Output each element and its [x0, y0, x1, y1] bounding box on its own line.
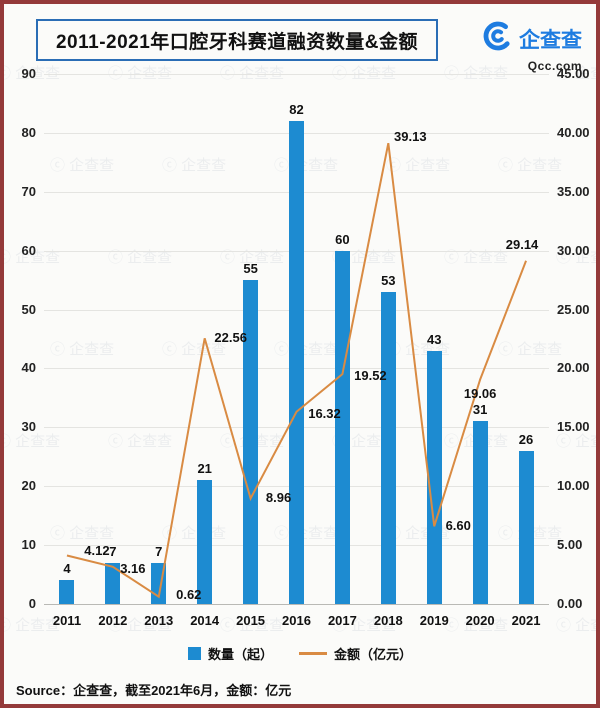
line-value-label: 6.60 [445, 518, 471, 534]
bar-value-label: 53 [381, 272, 396, 288]
bar-value-label: 43 [426, 331, 442, 347]
x-axis-label: 2016 [282, 613, 311, 628]
y-axis-left-label: 40 [21, 360, 36, 376]
gridline [44, 74, 549, 75]
x-axis-label: 2015 [236, 613, 266, 628]
qcc-logo: 企查查 Qcc.com [482, 20, 582, 73]
legend-item-amount: 金额（亿元） [299, 644, 412, 663]
bar-value-label: 60 [335, 231, 350, 247]
legend-bar-swatch [187, 647, 201, 660]
legend-line-swatch [299, 652, 327, 655]
line-value-label: 0.62 [176, 586, 202, 602]
y-axis-left-label: 20 [21, 478, 36, 494]
y-axis-right-label: 0.00 [557, 596, 583, 611]
y-axis-right-label: 35.00 [557, 183, 590, 199]
bar-2020 [472, 421, 488, 604]
bar-2021 [518, 450, 534, 604]
line-value-label: 8.96 [265, 490, 292, 506]
bar-value-label: 26 [518, 431, 534, 447]
y-axis-right-label: 25.00 [557, 301, 590, 317]
line-value-label: 4.12 [84, 543, 110, 559]
x-axis-label: 2013 [144, 613, 174, 628]
y-axis-left-label: 60 [21, 242, 36, 258]
bar-value-label: 55 [243, 261, 258, 277]
y-axis-left-label: 70 [21, 183, 36, 199]
x-axis-line [44, 604, 549, 605]
bar-value-label: 7 [155, 543, 163, 559]
y-axis-right-label: 40.00 [557, 124, 590, 140]
chart-title: 2011-2021年口腔牙科赛道融资数量&金额 [55, 31, 419, 53]
qcc-brand-text: 企查查 [519, 28, 582, 52]
x-axis-label: 2012 [98, 613, 128, 628]
y-axis-left-label: 50 [21, 301, 36, 317]
x-axis-label: 2019 [419, 613, 449, 628]
chart-legend: 数量（起） 金额（亿元） [4, 644, 596, 663]
line-value-label: 39.13 [394, 129, 427, 145]
y-axis-left-label: 0 [28, 596, 36, 611]
bar-2015 [243, 280, 259, 604]
y-axis-right-label: 5.00 [557, 537, 583, 553]
bar-2011 [59, 580, 75, 604]
bar-value-label: 21 [197, 461, 212, 477]
bar-value-label: 31 [472, 402, 488, 418]
y-axis-right-label: 20.00 [557, 360, 590, 376]
y-axis-right-label: 30.00 [557, 242, 590, 258]
bar-2019 [426, 350, 442, 604]
bar-value-label: 4 [63, 561, 71, 577]
x-axis-label: 2017 [327, 613, 357, 628]
bar-value-label: 82 [289, 102, 304, 118]
x-axis-label: 2021 [511, 613, 541, 628]
legend-item-count: 数量（起） [187, 644, 273, 663]
x-axis-label: 2020 [465, 613, 495, 628]
qcc-logo-icon [482, 20, 514, 57]
y-axis-left-label: 30 [21, 419, 36, 435]
bar-2017 [334, 250, 350, 604]
line-value-label: 16.32 [308, 405, 341, 421]
line-value-label: 22.56 [214, 330, 247, 346]
bar-2018 [380, 291, 396, 604]
y-axis-right-label: 10.00 [557, 478, 590, 494]
x-axis-label: 2014 [190, 613, 220, 628]
qcc-domain-text: Qcc.com [527, 59, 582, 73]
chart-plot-area: 0 10 20 30 40 50 60 70 80 90 0.00 5.00 10.00 15.00 20.… [4, 4, 596, 704]
y-axis-right-label: 45.00 [557, 66, 590, 81]
source-note: Source：企查查，截至2021年6月，金额：亿元 [16, 683, 292, 698]
y-axis-left-label: 80 [21, 124, 36, 140]
line-value-label: 19.06 [463, 385, 497, 401]
y-axis-left-label: 90 [21, 66, 36, 81]
y-axis-left-label: 10 [21, 537, 36, 553]
bar-2016 [289, 121, 304, 604]
line-value-label: 3.16 [120, 560, 146, 576]
bar-2014 [197, 480, 213, 604]
x-axis-label: 2011 [52, 613, 82, 628]
line-value-label: 19.52 [354, 368, 387, 384]
x-axis-label: 2018 [373, 613, 403, 628]
qcc-logo-row: 企查查 [482, 20, 582, 57]
legend-amount-label: 金额（亿元） [334, 647, 413, 662]
legend-count-label: 数量（起） [207, 647, 273, 662]
y-axis-right-label: 15.00 [557, 419, 590, 435]
line-value-label: 29.14 [505, 236, 539, 252]
chart-title-box: 2011-2021年口腔牙科赛道融资数量&金额 [36, 19, 438, 61]
